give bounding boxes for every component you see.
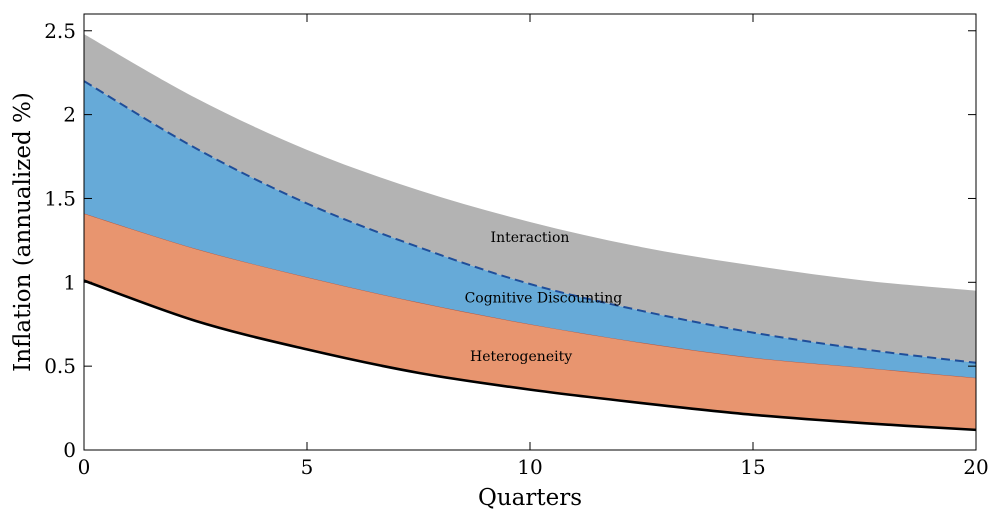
y-tick-label: 1 xyxy=(63,270,76,294)
y-tick-label: 0.5 xyxy=(44,354,76,378)
annotations: Interaction Cognitive Discounting Heteroge… xyxy=(465,230,623,365)
y-tick-label: 2 xyxy=(63,103,76,127)
x-axis-title: Quarters xyxy=(478,485,582,511)
x-tick-label: 5 xyxy=(301,455,314,479)
y-tick-label: 0 xyxy=(63,438,76,462)
bands xyxy=(83,34,977,430)
ticks: 0 5 10 15 20 0 0.5 1 1.5 2 2.5 xyxy=(44,14,989,479)
band-cognitive-discounting xyxy=(84,81,976,378)
dashed-line xyxy=(83,80,977,364)
lines xyxy=(83,80,977,432)
band-heterogeneity xyxy=(84,213,976,430)
y-axis-title: Inflation (annualized %) xyxy=(10,92,36,372)
baseline-line xyxy=(83,279,977,432)
band-label: Interaction xyxy=(491,230,570,246)
band-interaction xyxy=(84,34,976,363)
x-tick-label: 20 xyxy=(963,455,988,479)
x-tick-label: 0 xyxy=(78,455,91,479)
x-tick-label: 10 xyxy=(517,455,542,479)
y-tick-label: 2.5 xyxy=(44,19,76,43)
band-label: Heterogeneity xyxy=(470,349,572,365)
x-tick-label: 15 xyxy=(740,455,765,479)
y-tick-label: 1.5 xyxy=(44,186,76,210)
band-label: Cognitive Discounting xyxy=(465,290,623,306)
